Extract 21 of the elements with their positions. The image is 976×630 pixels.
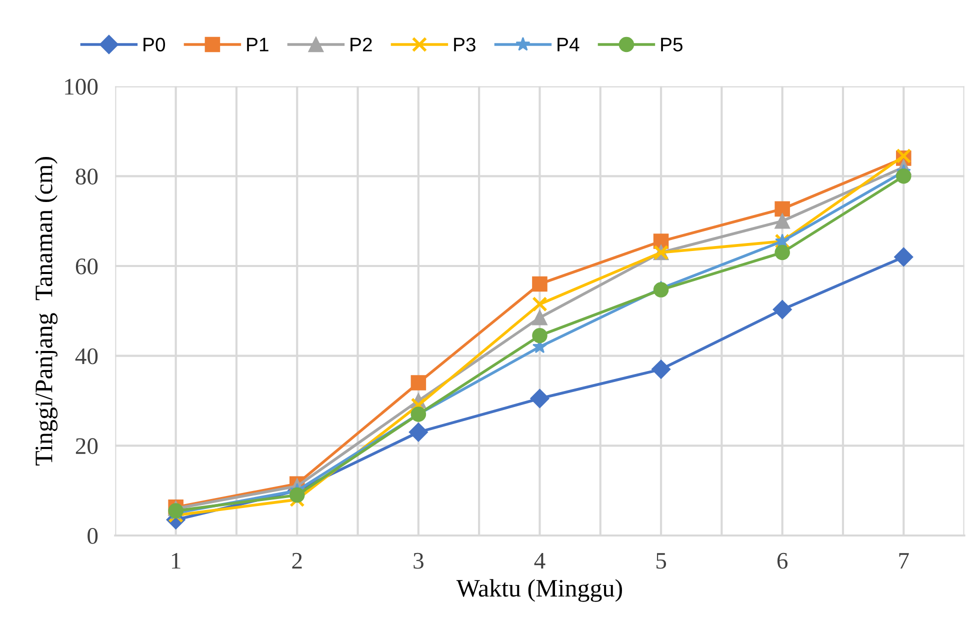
y-tick-label: 80 — [76, 168, 98, 185]
x-tick-label: 7 — [899, 553, 909, 569]
y-tick-label: 100 — [65, 78, 98, 95]
y-axis-title: Tinggi/Panjang Tanaman (cm) — [34, 156, 58, 466]
x-tick-label: 3 — [414, 552, 424, 569]
x-tick-label: 1 — [172, 552, 180, 569]
legend-label: P3 — [454, 38, 476, 52]
x-tick-label: 5 — [656, 553, 666, 569]
y-tick-label: 0 — [88, 528, 98, 544]
x-tick-label: 4 — [534, 553, 546, 569]
legend-label: P0 — [144, 38, 166, 52]
legend-label: P5 — [661, 38, 682, 52]
x-tick-label: 6 — [777, 552, 788, 569]
x-tick-label: 2 — [292, 552, 302, 569]
legend-label: P4 — [558, 38, 580, 52]
y-tick-label: 60 — [76, 258, 98, 274]
y-tick-label: 20 — [76, 438, 98, 454]
x-axis-title: Waktu (Minggu) — [456, 579, 622, 602]
legend-label: P2 — [350, 38, 372, 52]
legend-label: P1 — [247, 38, 268, 52]
y-tick-label: 40 — [75, 348, 98, 364]
